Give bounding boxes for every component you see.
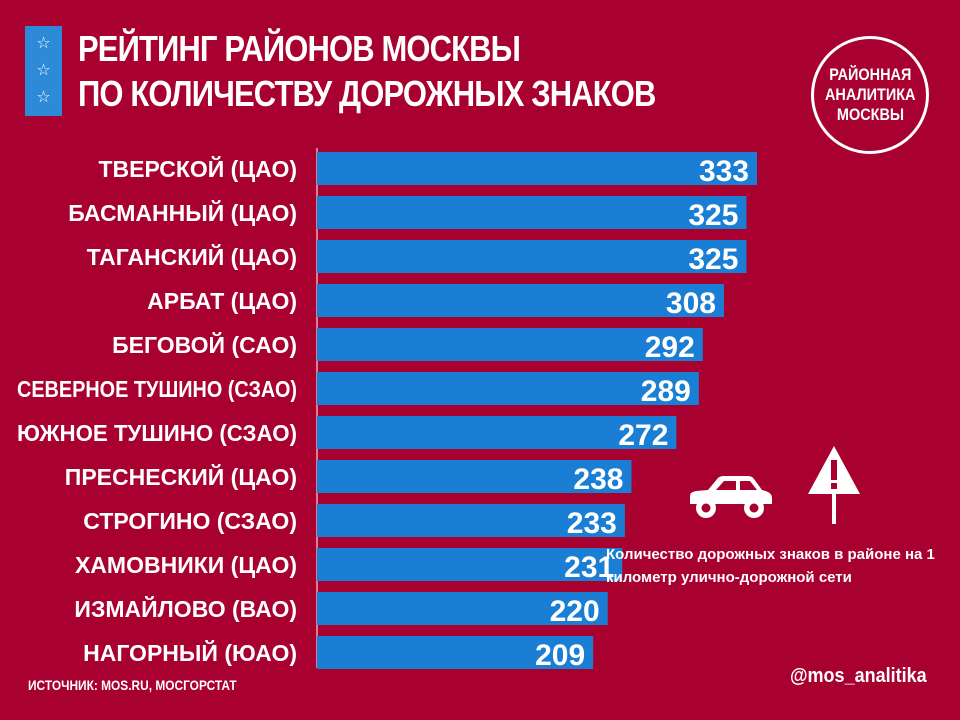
category-label: ТАГАНСКИЙ (ЦАО) <box>87 243 297 270</box>
stars-panel: ☆ ☆ ☆ <box>25 26 62 116</box>
value-label: 233 <box>567 507 617 540</box>
bar <box>317 548 623 581</box>
star-icon: ☆ <box>36 89 51 107</box>
bar <box>317 372 699 405</box>
category-label: НАГОРНЫЙ (ЮАО) <box>83 639 297 666</box>
value-label: 238 <box>573 463 623 496</box>
bar <box>317 416 677 449</box>
value-label: 272 <box>618 419 668 452</box>
car-icon <box>690 476 772 518</box>
title-block: ☆ ☆ ☆ РЕЙТИНГ РАЙОНОВ МОСКВЫ ПО КОЛИЧЕСТ… <box>25 26 750 116</box>
category-label: ИЗМАЙЛОВО (ВАО) <box>74 595 297 622</box>
bar <box>317 504 625 537</box>
value-label: 292 <box>645 331 695 364</box>
category-label: СЕВЕРНОЕ ТУШИНО (СЗАО) <box>17 376 297 402</box>
category-label: ХАМОВНИКИ (ЦАО) <box>75 552 297 578</box>
bars-group: 333 ТВЕРСКОЙ (ЦАО) 325 БАСМАННЫЙ (ЦАО) 325 ТА… <box>17 152 757 672</box>
value-label: 289 <box>641 375 691 408</box>
category-label: БАСМАННЫЙ (ЦАО) <box>68 199 297 226</box>
legend-text: Количество дорожных знаков в районе на 1… <box>606 546 935 586</box>
bar <box>317 592 608 625</box>
star-icon: ☆ <box>36 34 51 52</box>
bar <box>317 284 724 317</box>
title-line-2: ПО КОЛИЧЕСТВУ ДОРОЖНЫХ ЗНАКОВ <box>78 73 656 114</box>
logo-line-2: АНАЛИТИКА <box>824 85 916 104</box>
title-line-1: РЕЙТИНГ РАЙОНОВ МОСКВЫ <box>78 28 521 69</box>
value-label: 220 <box>550 595 600 628</box>
category-label: СТРОГИНО (СЗАО) <box>83 508 297 534</box>
bar <box>317 460 632 493</box>
category-label: ПРЕСНЕСКИЙ (ЦАО) <box>65 463 297 490</box>
value-label: 325 <box>688 199 738 232</box>
value-label: 209 <box>535 639 585 672</box>
value-label: 231 <box>564 551 614 584</box>
value-label: 325 <box>688 243 738 276</box>
value-label: 308 <box>666 287 716 320</box>
warning-sign-icon <box>808 446 860 524</box>
value-label: 333 <box>699 155 749 188</box>
logo-line-3: МОСКВЫ <box>836 105 904 124</box>
bar <box>317 636 594 669</box>
social-handle: @mos_analitika <box>790 665 927 687</box>
category-label: АРБАТ (ЦАО) <box>147 288 297 314</box>
category-label: ЮЖНОЕ ТУШИНО (СЗАО) <box>17 420 297 446</box>
bar <box>317 152 757 185</box>
logo-badge: РАЙОННАЯ АНАЛИТИКА МОСКВЫ <box>811 36 929 154</box>
category-label: ТВЕРСКОЙ (ЦАО) <box>98 155 297 182</box>
bar <box>317 196 747 229</box>
page-title: РЕЙТИНГ РАЙОНОВ МОСКВЫ ПО КОЛИЧЕСТВУ ДОР… <box>78 26 750 116</box>
category-label: БЕГОВОЙ (САО) <box>112 331 297 358</box>
bar <box>317 328 703 361</box>
star-icon: ☆ <box>36 61 51 79</box>
bar <box>317 240 747 273</box>
source-note: ИСТОЧНИК: MOS.RU, МОСГОРСТАТ <box>28 677 237 693</box>
logo-line-1: РАЙОННАЯ <box>828 65 912 84</box>
